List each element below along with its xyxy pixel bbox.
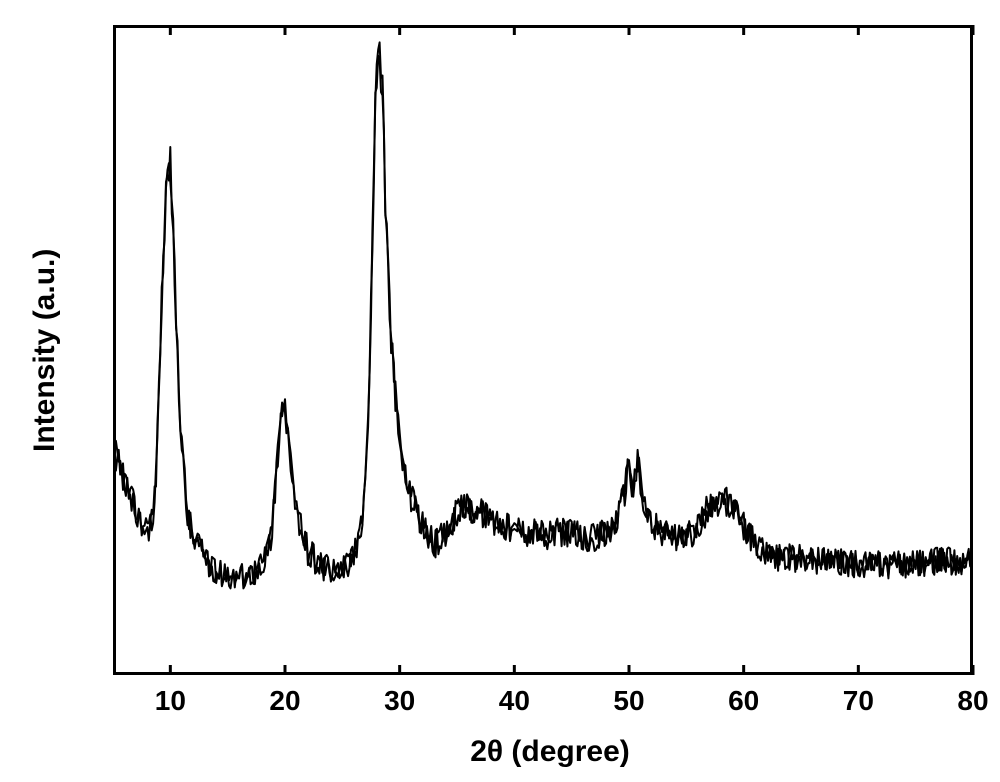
xrd-figure: Intensity (a.u.) 2θ (degree) 10203040506… xyxy=(0,0,1000,782)
x-tick-label: 40 xyxy=(499,685,530,717)
x-tick-label: 20 xyxy=(269,685,300,717)
x-tick-label: 10 xyxy=(155,685,186,717)
xrd-series xyxy=(113,42,973,588)
x-tick-label: 50 xyxy=(613,685,644,717)
plot-svg xyxy=(0,0,1000,782)
x-tick-label: 70 xyxy=(843,685,874,717)
x-tick-label: 30 xyxy=(384,685,415,717)
x-tick-label: 80 xyxy=(957,685,988,717)
x-tick-label: 60 xyxy=(728,685,759,717)
